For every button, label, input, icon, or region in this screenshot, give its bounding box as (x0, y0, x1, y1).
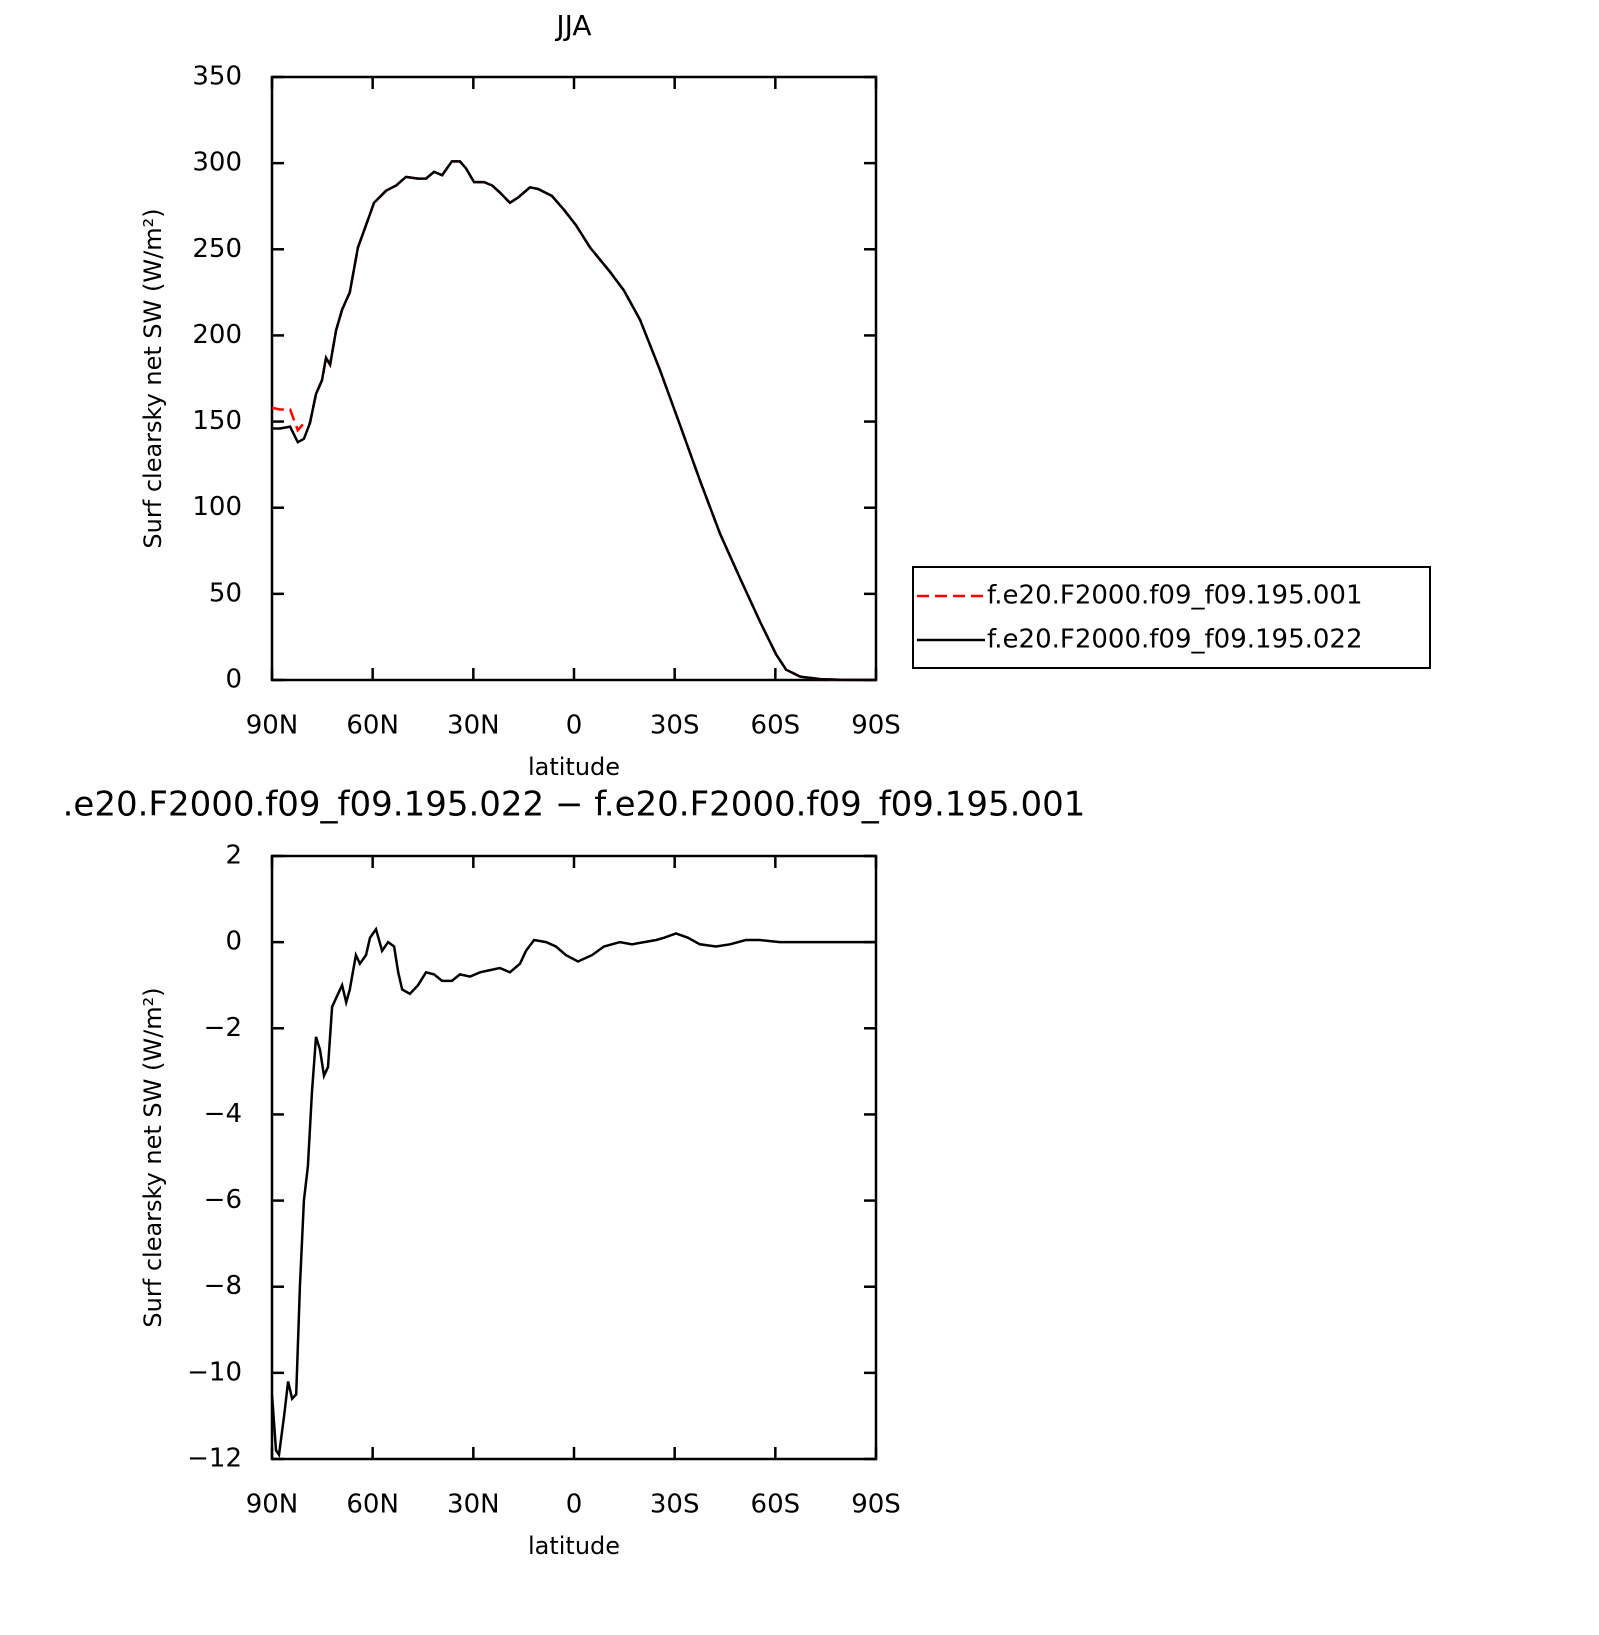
y-tick-label: 0 (225, 665, 242, 695)
x-axis-label: latitude (528, 1532, 620, 1560)
plot-frame (270, 854, 878, 1461)
x-tick-label: 90N (246, 711, 299, 741)
y-tick-label: 0 (225, 927, 242, 957)
y-tick-label: −2 (204, 1013, 242, 1043)
legend-label: f.e20.F2000.f09_f09.195.001 (987, 581, 1363, 611)
y-tick-label: 300 (192, 148, 242, 178)
y-axis-label: Surf clearsky net SW (W/m²) (139, 208, 167, 548)
data-line (270, 926, 876, 1459)
legend-label: f.e20.F2000.f09_f09.195.022 (987, 625, 1363, 655)
y-tick-label: −10 (187, 1357, 242, 1387)
x-tick-label: 30N (447, 1490, 500, 1520)
x-tick-label: 60N (346, 1490, 399, 1520)
data-line (272, 160, 877, 682)
y-tick-label: 200 (192, 320, 242, 350)
x-tick-label: 60S (751, 711, 801, 741)
x-tick-label: 0 (566, 1490, 583, 1520)
y-tick-label: 150 (192, 406, 242, 436)
x-axis-label: latitude (528, 753, 620, 781)
x-tick-label: 30S (650, 711, 700, 741)
data-line (271, 160, 877, 682)
plot-frame (270, 75, 878, 682)
y-tick-label: 100 (192, 492, 242, 522)
y-tick-label: −6 (204, 1185, 242, 1215)
x-tick-label: 60N (346, 711, 399, 741)
chart-title: .e20.F2000.f09_f09.195.022 − f.e20.F2000… (63, 785, 1086, 825)
x-tick-label: 0 (566, 711, 583, 741)
chart-title: JJA (554, 9, 591, 42)
y-tick-label: 250 (192, 234, 242, 264)
y-tick-label: 50 (209, 578, 242, 608)
x-tick-label: 90N (246, 1490, 299, 1520)
legend-box (912, 566, 1431, 669)
x-tick-label: 30N (447, 711, 500, 741)
x-tick-label: 90S (851, 711, 901, 741)
x-tick-label: 60S (751, 1490, 801, 1520)
y-tick-label: −4 (204, 1099, 242, 1129)
y-tick-label: 2 (225, 841, 242, 871)
x-tick-label: 90S (851, 1490, 901, 1520)
y-tick-label: −12 (187, 1444, 242, 1474)
y-axis-label: Surf clearsky net SW (W/m²) (139, 987, 167, 1327)
y-tick-label: 350 (192, 62, 242, 92)
x-tick-label: 30S (650, 1490, 700, 1520)
y-tick-label: −8 (204, 1271, 242, 1301)
